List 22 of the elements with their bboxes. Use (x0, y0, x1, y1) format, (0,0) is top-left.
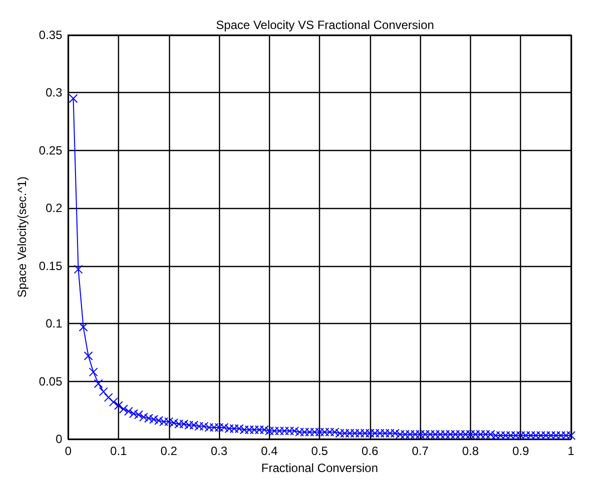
y-tick-label: 0 (56, 432, 63, 446)
y-tick-label: 0.25 (38, 143, 63, 158)
x-tick-label: 0.6 (362, 444, 379, 458)
x-tick-label: 1 (568, 444, 575, 458)
x-tick-label: 0.1 (110, 444, 128, 458)
x-tick-label: 0.4 (261, 444, 278, 458)
x-tick-label: 0.9 (512, 444, 530, 458)
y-tick-label: 0.3 (46, 86, 63, 100)
y-tick-label: 0.1 (46, 316, 63, 331)
x-tick-label: 0.2 (160, 444, 178, 458)
x-tick-label: 0.8 (462, 444, 480, 458)
y-tick-label: 0.05 (38, 374, 63, 388)
x-tick-label: 0.7 (412, 444, 429, 458)
x-axis-title: Fractional Conversion (261, 460, 378, 475)
x-tick-label: 0 (64, 444, 72, 458)
y-tick-label: 0.35 (38, 28, 63, 42)
y-axis-title: Space Velocity(sec.^1) (15, 176, 29, 298)
chart-title: Space Velocity VS Fractional Conversion (216, 18, 434, 32)
y-tick-label: 0.15 (38, 258, 63, 273)
x-tick-label: 0.3 (210, 444, 228, 458)
y-tick-label: 0.2 (46, 201, 63, 216)
x-tick-label: 0.5 (311, 444, 328, 458)
